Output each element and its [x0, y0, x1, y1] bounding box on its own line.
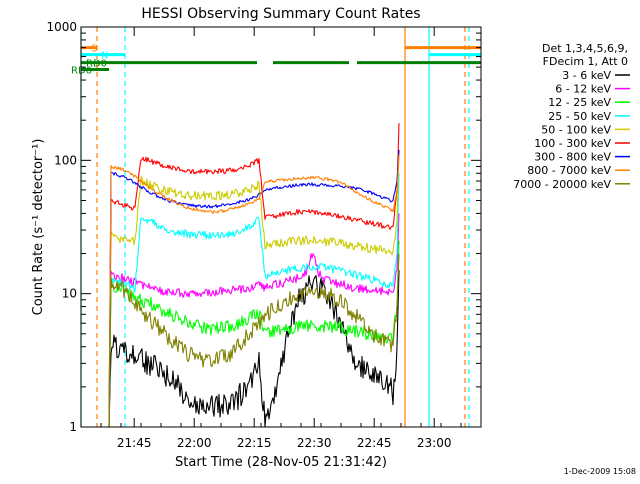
series-line-0	[108, 270, 400, 428]
legend-label-4: 50 - 100 keV	[541, 123, 611, 136]
y-axis: 1 10 100 1000	[46, 20, 481, 434]
series-line-1	[108, 213, 400, 428]
y-tick-label-3: 1000	[46, 20, 77, 34]
x-tick-label-3: 22:30	[297, 436, 332, 450]
series-line-3	[108, 173, 400, 428]
x-tick-label-1: 22:00	[177, 436, 212, 450]
state-bar-label-RD6: RD6	[71, 66, 92, 77]
legend-label-3: 25 - 50 keV	[548, 110, 611, 123]
x-axis: 21:45 22:00 22:15 22:30 22:45 23:00	[80, 27, 482, 450]
series-line-8	[108, 253, 400, 428]
series-line-2	[108, 240, 400, 428]
y-tick-label-1: 10	[62, 287, 77, 301]
legend-header-0: Det 1,3,4,5,6,9,	[542, 42, 628, 55]
series-line-4	[108, 149, 400, 428]
legend-label-0: 3 - 6 keV	[562, 69, 611, 82]
y-axis-label: Count Rate (s⁻¹ detector⁻¹)	[31, 139, 46, 316]
x-axis-label: Start Time (28-Nov-05 21:31:42)	[175, 455, 387, 470]
series-line-7	[108, 154, 400, 428]
legend: Det 1,3,4,5,6,9,FDecim 1, Att 03 - 6 keV…	[513, 42, 630, 191]
x-tick-label-0: 21:45	[117, 436, 152, 450]
state-bar-label-S: S	[91, 44, 97, 55]
y-tick-label-2: 100	[54, 153, 77, 167]
chart-title: HESSI Observing Summary Count Rates	[141, 6, 420, 22]
series-line-6	[108, 149, 400, 428]
legend-label-8: 7000 - 20000 keV	[513, 178, 611, 191]
state-bar-label-N: N	[101, 51, 108, 62]
footer-timestamp: 1-Dec-2009 15:08	[564, 467, 636, 476]
x-tick-label-5: 23:00	[417, 436, 452, 450]
y-tick-label-0: 1	[69, 420, 77, 434]
legend-label-5: 100 - 300 keV	[534, 137, 611, 150]
legend-label-1: 6 - 12 keV	[555, 83, 611, 96]
series-layer	[108, 123, 400, 428]
state-bar-label-RD0: RD0	[86, 59, 107, 70]
x-tick-label-4: 22:45	[357, 436, 392, 450]
legend-label-2: 12 - 25 keV	[548, 96, 611, 109]
legend-header-1: FDecim 1, Att 0	[543, 55, 628, 68]
series-line-5	[108, 123, 400, 428]
legend-label-6: 300 - 800 keV	[534, 151, 611, 164]
legend-label-7: 800 - 7000 keV	[527, 164, 611, 177]
x-tick-label-2: 22:15	[237, 436, 272, 450]
